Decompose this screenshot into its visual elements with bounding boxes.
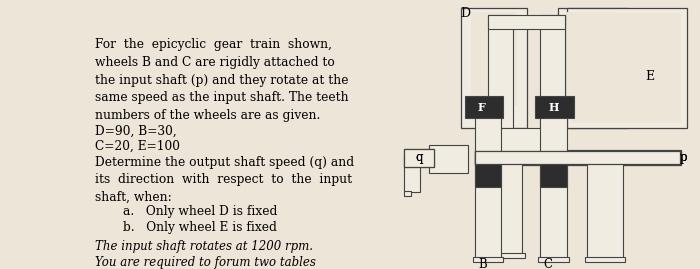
Text: The input shaft rotates at 1200 rpm.: The input shaft rotates at 1200 rpm.: [94, 240, 313, 253]
Bar: [573, 13, 681, 123]
Text: b.   Only wheel E is fixed: b. Only wheel E is fixed: [122, 221, 276, 234]
Bar: [404, 149, 435, 167]
Text: q: q: [415, 151, 423, 164]
Bar: [475, 151, 680, 164]
Bar: [566, 8, 687, 128]
Text: E: E: [645, 70, 654, 83]
Bar: [496, 253, 524, 258]
Text: its  direction  with  respect  to  the  input: its direction with respect to the input: [94, 173, 351, 186]
Text: numbers of the wheels are as given.: numbers of the wheels are as given.: [94, 109, 320, 122]
Bar: [475, 164, 501, 187]
Bar: [473, 257, 503, 261]
Bar: [498, 164, 522, 254]
Bar: [471, 12, 517, 105]
Text: H: H: [549, 102, 559, 113]
Bar: [584, 257, 625, 261]
Text: q: q: [415, 151, 423, 164]
Bar: [538, 257, 568, 261]
Text: same speed as the input shaft. The teeth: same speed as the input shaft. The teeth: [94, 91, 348, 104]
Bar: [540, 163, 566, 259]
Text: Determine the output shaft speed (q) and: Determine the output shaft speed (q) and: [94, 155, 354, 168]
Text: For  the  epicyclic  gear  train  shown,: For the epicyclic gear train shown,: [94, 38, 332, 51]
Text: D=90, B=30,: D=90, B=30,: [94, 125, 176, 137]
Bar: [488, 15, 565, 29]
Bar: [475, 150, 681, 165]
Text: the input shaft (p) and they rotate at the: the input shaft (p) and they rotate at t…: [94, 74, 348, 87]
Bar: [475, 163, 501, 259]
Bar: [540, 158, 566, 187]
Bar: [488, 128, 565, 151]
Bar: [475, 151, 680, 164]
Text: C: C: [543, 258, 552, 269]
Bar: [475, 153, 681, 163]
Bar: [404, 191, 411, 196]
Text: p: p: [680, 151, 687, 164]
Bar: [558, 8, 628, 128]
Text: D: D: [460, 7, 470, 20]
Bar: [540, 101, 566, 151]
Bar: [566, 12, 617, 105]
Bar: [535, 96, 574, 118]
Bar: [404, 149, 435, 167]
Bar: [540, 15, 565, 128]
Text: C=20, E=100: C=20, E=100: [94, 140, 180, 153]
Bar: [404, 157, 420, 193]
Text: F: F: [477, 102, 486, 113]
Bar: [587, 163, 623, 259]
Text: You are required to forum two tables: You are required to forum two tables: [94, 256, 316, 269]
Text: wheels B and C are rigidly attached to: wheels B and C are rigidly attached to: [94, 56, 335, 69]
Text: shaft, when:: shaft, when:: [94, 191, 172, 204]
Bar: [488, 15, 513, 128]
Bar: [428, 145, 468, 173]
Bar: [465, 96, 503, 118]
Bar: [475, 101, 501, 151]
Text: B: B: [478, 258, 486, 269]
Text: p: p: [680, 151, 687, 164]
Bar: [461, 8, 527, 128]
Text: a.   Only wheel D is fixed: a. Only wheel D is fixed: [122, 205, 277, 218]
